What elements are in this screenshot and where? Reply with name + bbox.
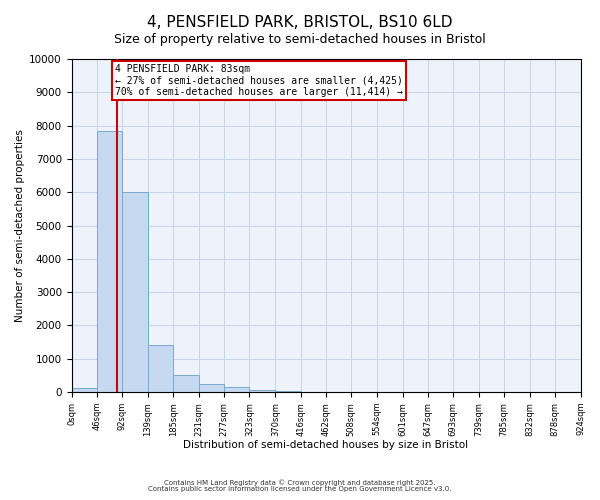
Bar xyxy=(199,384,224,392)
Bar xyxy=(122,192,148,392)
Y-axis label: Number of semi-detached properties: Number of semi-detached properties xyxy=(15,129,25,322)
Text: Contains HM Land Registry data © Crown copyright and database right 2025.
Contai: Contains HM Land Registry data © Crown c… xyxy=(148,479,452,492)
Text: 4 PENSFIELD PARK: 83sqm
← 27% of semi-detached houses are smaller (4,425)
70% of: 4 PENSFIELD PARK: 83sqm ← 27% of semi-de… xyxy=(115,64,403,97)
Bar xyxy=(97,130,122,392)
Bar xyxy=(173,376,199,392)
Bar xyxy=(148,346,173,392)
Text: Size of property relative to semi-detached houses in Bristol: Size of property relative to semi-detach… xyxy=(114,32,486,46)
Text: 4, PENSFIELD PARK, BRISTOL, BS10 6LD: 4, PENSFIELD PARK, BRISTOL, BS10 6LD xyxy=(147,15,453,30)
Bar xyxy=(71,388,97,392)
Bar xyxy=(224,387,250,392)
Bar xyxy=(250,390,275,392)
X-axis label: Distribution of semi-detached houses by size in Bristol: Distribution of semi-detached houses by … xyxy=(184,440,469,450)
